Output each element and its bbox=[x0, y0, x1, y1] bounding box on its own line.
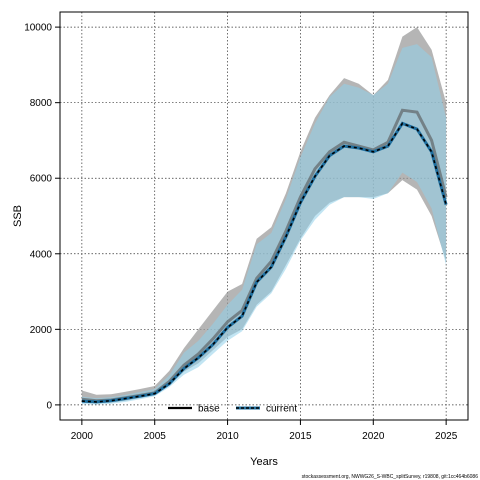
y-tick-label: 6000 bbox=[30, 174, 53, 185]
y-tick-label: 0 bbox=[46, 400, 52, 411]
y-axis: 0 2000 4000 6000 8000 10000 bbox=[24, 23, 60, 411]
legend-label-current: current bbox=[266, 404, 297, 415]
x-tick-label: 2000 bbox=[71, 431, 94, 442]
y-tick-label: 2000 bbox=[30, 325, 53, 336]
x-axis-title: Years bbox=[250, 456, 278, 468]
x-tick-label: 2015 bbox=[289, 431, 312, 442]
confidence-bands bbox=[81, 27, 447, 405]
footer-credit: stockassessment.org, NWWG26_S-WBC_splitS… bbox=[302, 474, 479, 480]
y-tick-label: 4000 bbox=[30, 249, 53, 260]
series-lines bbox=[81, 108, 448, 404]
x-axis: 2000 2005 2010 2015 2020 2025 bbox=[71, 420, 458, 442]
y-axis-title: SSB bbox=[12, 205, 24, 227]
x-tick-label: 2020 bbox=[362, 431, 385, 442]
line-current bbox=[81, 122, 447, 403]
plot-frame bbox=[59, 11, 469, 421]
x-tick-label: 2010 bbox=[216, 431, 239, 442]
x-tick-label: 2025 bbox=[435, 431, 458, 442]
band-current bbox=[81, 44, 447, 405]
x-tick-label: 2005 bbox=[144, 431, 167, 442]
y-tick-label: 10000 bbox=[24, 23, 52, 34]
legend-label-base: base bbox=[198, 404, 220, 415]
legend: base current bbox=[168, 404, 297, 415]
y-tick-label: 8000 bbox=[30, 98, 53, 109]
